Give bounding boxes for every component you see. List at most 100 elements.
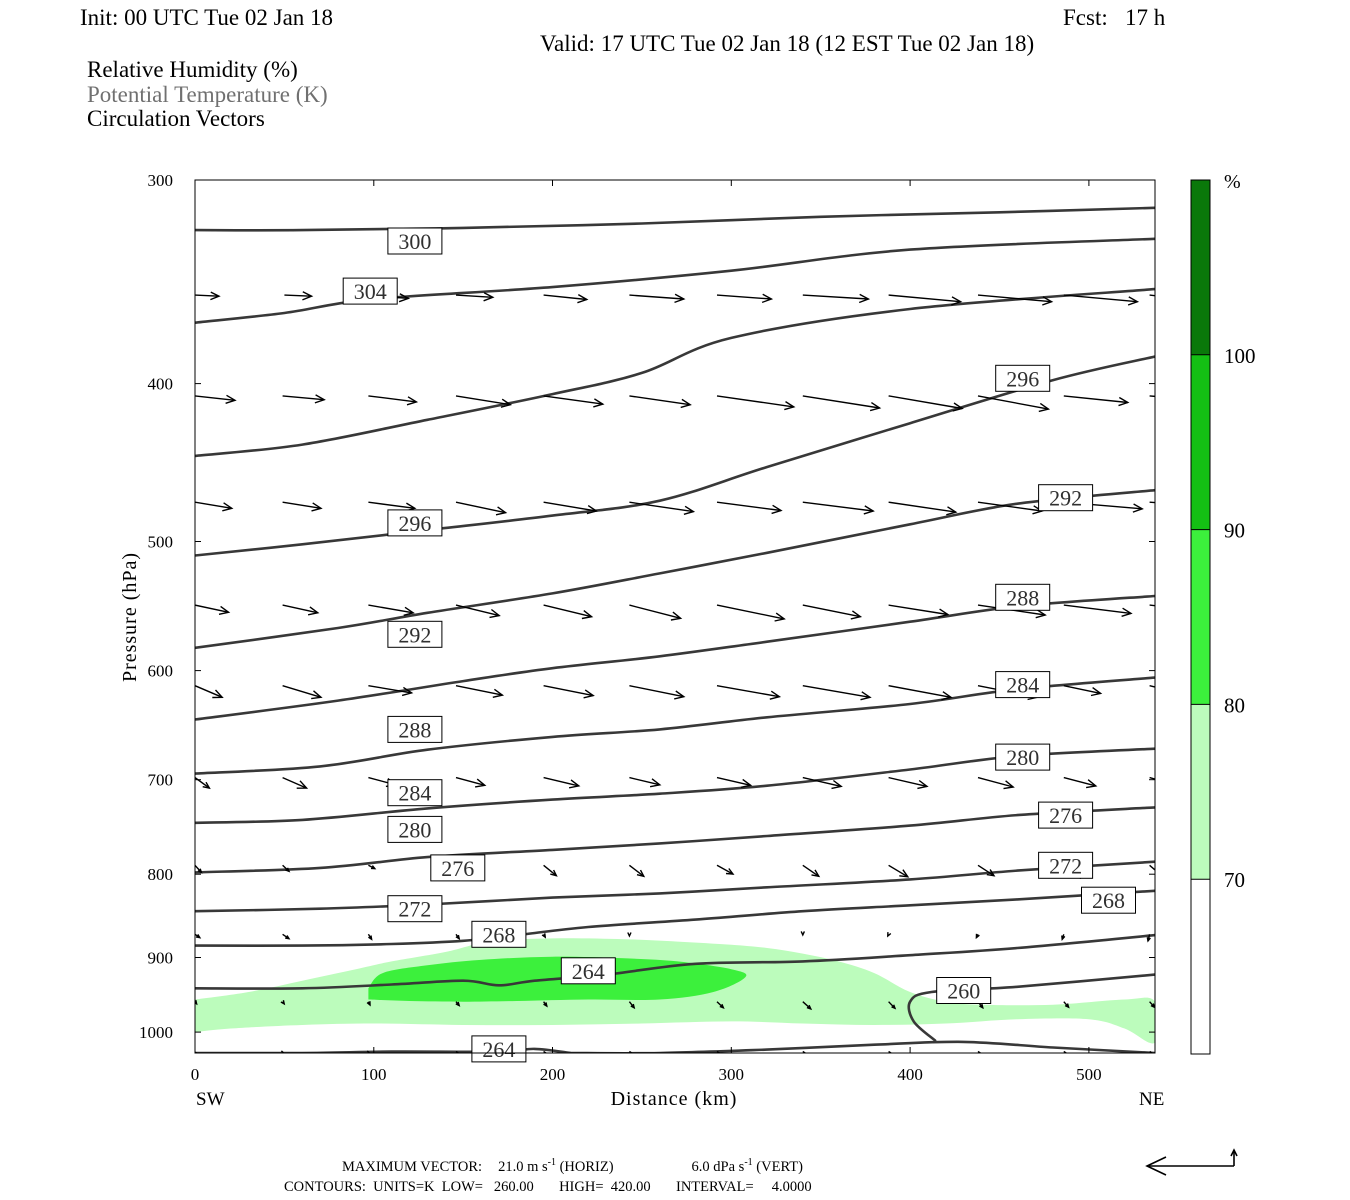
contour-label: 264: [471, 1035, 527, 1063]
contour-label-text: 288: [398, 717, 431, 742]
vector-head: [541, 933, 547, 939]
vector-head: [1175, 688, 1185, 696]
theta-contour-layer: [195, 206, 1155, 1053]
circulation-vector: [455, 933, 461, 941]
circulation-vector: [629, 776, 662, 788]
vector-shaft: [716, 294, 772, 300]
circulation-vector: [282, 604, 320, 616]
theta-contour-264: [195, 1047, 572, 1053]
max-vector-label: MAXIMUM VECTOR:: [342, 1159, 482, 1175]
contour-label: 304: [342, 277, 398, 305]
contour-label-text: 264: [482, 1037, 515, 1062]
circulation-vector: [800, 931, 806, 937]
vector-head: [869, 402, 882, 412]
contour-label-box: [1038, 801, 1094, 829]
vector-shaft: [629, 685, 684, 698]
vector-head: [800, 931, 806, 937]
contour-label: 292: [1038, 484, 1094, 512]
vector-head: [977, 1050, 982, 1053]
y-tick-label: 600: [148, 662, 174, 681]
contour-label-text: 268: [1092, 888, 1125, 913]
circulation-vector: [455, 292, 495, 302]
vector-head: [1149, 1050, 1154, 1053]
vector-head: [1121, 607, 1133, 617]
vector-shaft: [455, 395, 511, 406]
vector-head: [806, 1004, 813, 1011]
theta-contour-288: [195, 488, 1155, 650]
vector-head: [577, 293, 589, 304]
vector-head: [483, 292, 495, 302]
vector-shaft: [629, 776, 660, 786]
vector-head: [716, 1050, 721, 1053]
footer-max-vector: MAXIMUM VECTOR: 21.0 m s-1 (HORIZ) 6.0 dPa…: [342, 1157, 803, 1175]
circulation-vector: [977, 864, 996, 877]
vector-head: [366, 1050, 371, 1053]
vector-head: [975, 933, 980, 940]
vector-shaft: [888, 294, 961, 303]
circulation-vector: [543, 864, 558, 877]
circulation-vector: [716, 1050, 721, 1053]
vector-shaft: [455, 501, 506, 514]
circulation-vector: [629, 685, 686, 700]
vector-head: [1118, 396, 1130, 407]
vector-head: [674, 293, 686, 304]
theta-contour-296: [195, 287, 1155, 458]
theta-contour-264: [195, 889, 1155, 948]
vector-head: [455, 1050, 460, 1053]
vector-shaft: [1063, 685, 1101, 695]
circulation-vector: [888, 501, 958, 516]
contour-label: 276: [1038, 801, 1094, 829]
vector-head: [891, 1004, 897, 1010]
vector-head: [455, 1001, 461, 1007]
vector-head: [674, 690, 686, 700]
vector-shaft: [888, 604, 948, 616]
vector-head: [210, 291, 221, 301]
vector-head: [222, 502, 234, 512]
x-axis-label: Distance (km): [611, 1088, 738, 1110]
contour-label-box: [560, 957, 616, 985]
circulation-vector: [195, 501, 234, 512]
contour-label-box: [995, 364, 1051, 392]
vector-head: [774, 612, 786, 622]
vector-head: [784, 401, 796, 411]
circulation-vector: [802, 293, 871, 304]
circulation-vector: [628, 864, 646, 878]
vector-head: [195, 1000, 198, 1006]
contour-label-box: [471, 920, 527, 948]
footer-contours: CONTOURS: UNITS=K LOW= 260.00 HIGH= 420.…: [284, 1179, 812, 1195]
y-tick-label: 400: [148, 375, 174, 394]
vector-head: [225, 394, 237, 404]
circulation-vector: [195, 933, 202, 939]
circulation-vector: [195, 291, 221, 301]
vector-shaft: [802, 864, 820, 877]
contour-label-text: 296: [1006, 366, 1039, 391]
vector-head: [307, 606, 320, 616]
contour-label-box: [342, 277, 398, 305]
vector-shaft: [543, 864, 557, 877]
contour-label-text: 280: [1006, 745, 1039, 770]
vector-head: [543, 1050, 548, 1053]
vector-head: [761, 293, 774, 304]
vector-head: [683, 505, 696, 515]
circulation-vector: [366, 1050, 371, 1053]
contour-label: 296: [995, 364, 1051, 392]
circulation-vector: [368, 395, 419, 406]
circulation-vector: [284, 291, 314, 301]
colorbar-tick-label: 70: [1224, 868, 1245, 892]
vector-head: [370, 865, 377, 870]
vector-head: [212, 689, 224, 699]
vector-shaft: [1063, 604, 1132, 615]
vector-head: [636, 869, 646, 878]
vector-shaft: [195, 777, 210, 789]
vector-head: [863, 505, 875, 515]
circulation-vector: [1063, 776, 1098, 789]
contour-label-text: 276: [1049, 803, 1082, 828]
vector-shaft: [1063, 776, 1096, 787]
vector-shaft: [888, 864, 909, 878]
vector-head: [489, 608, 501, 619]
contour-label-layer: 304 300 296 296 292 292 288 288 284 284 280 280 276 2…: [342, 227, 1136, 1063]
vector-head: [285, 935, 291, 940]
vector-head: [366, 1001, 371, 1007]
circulation-vector: [1149, 294, 1155, 297]
